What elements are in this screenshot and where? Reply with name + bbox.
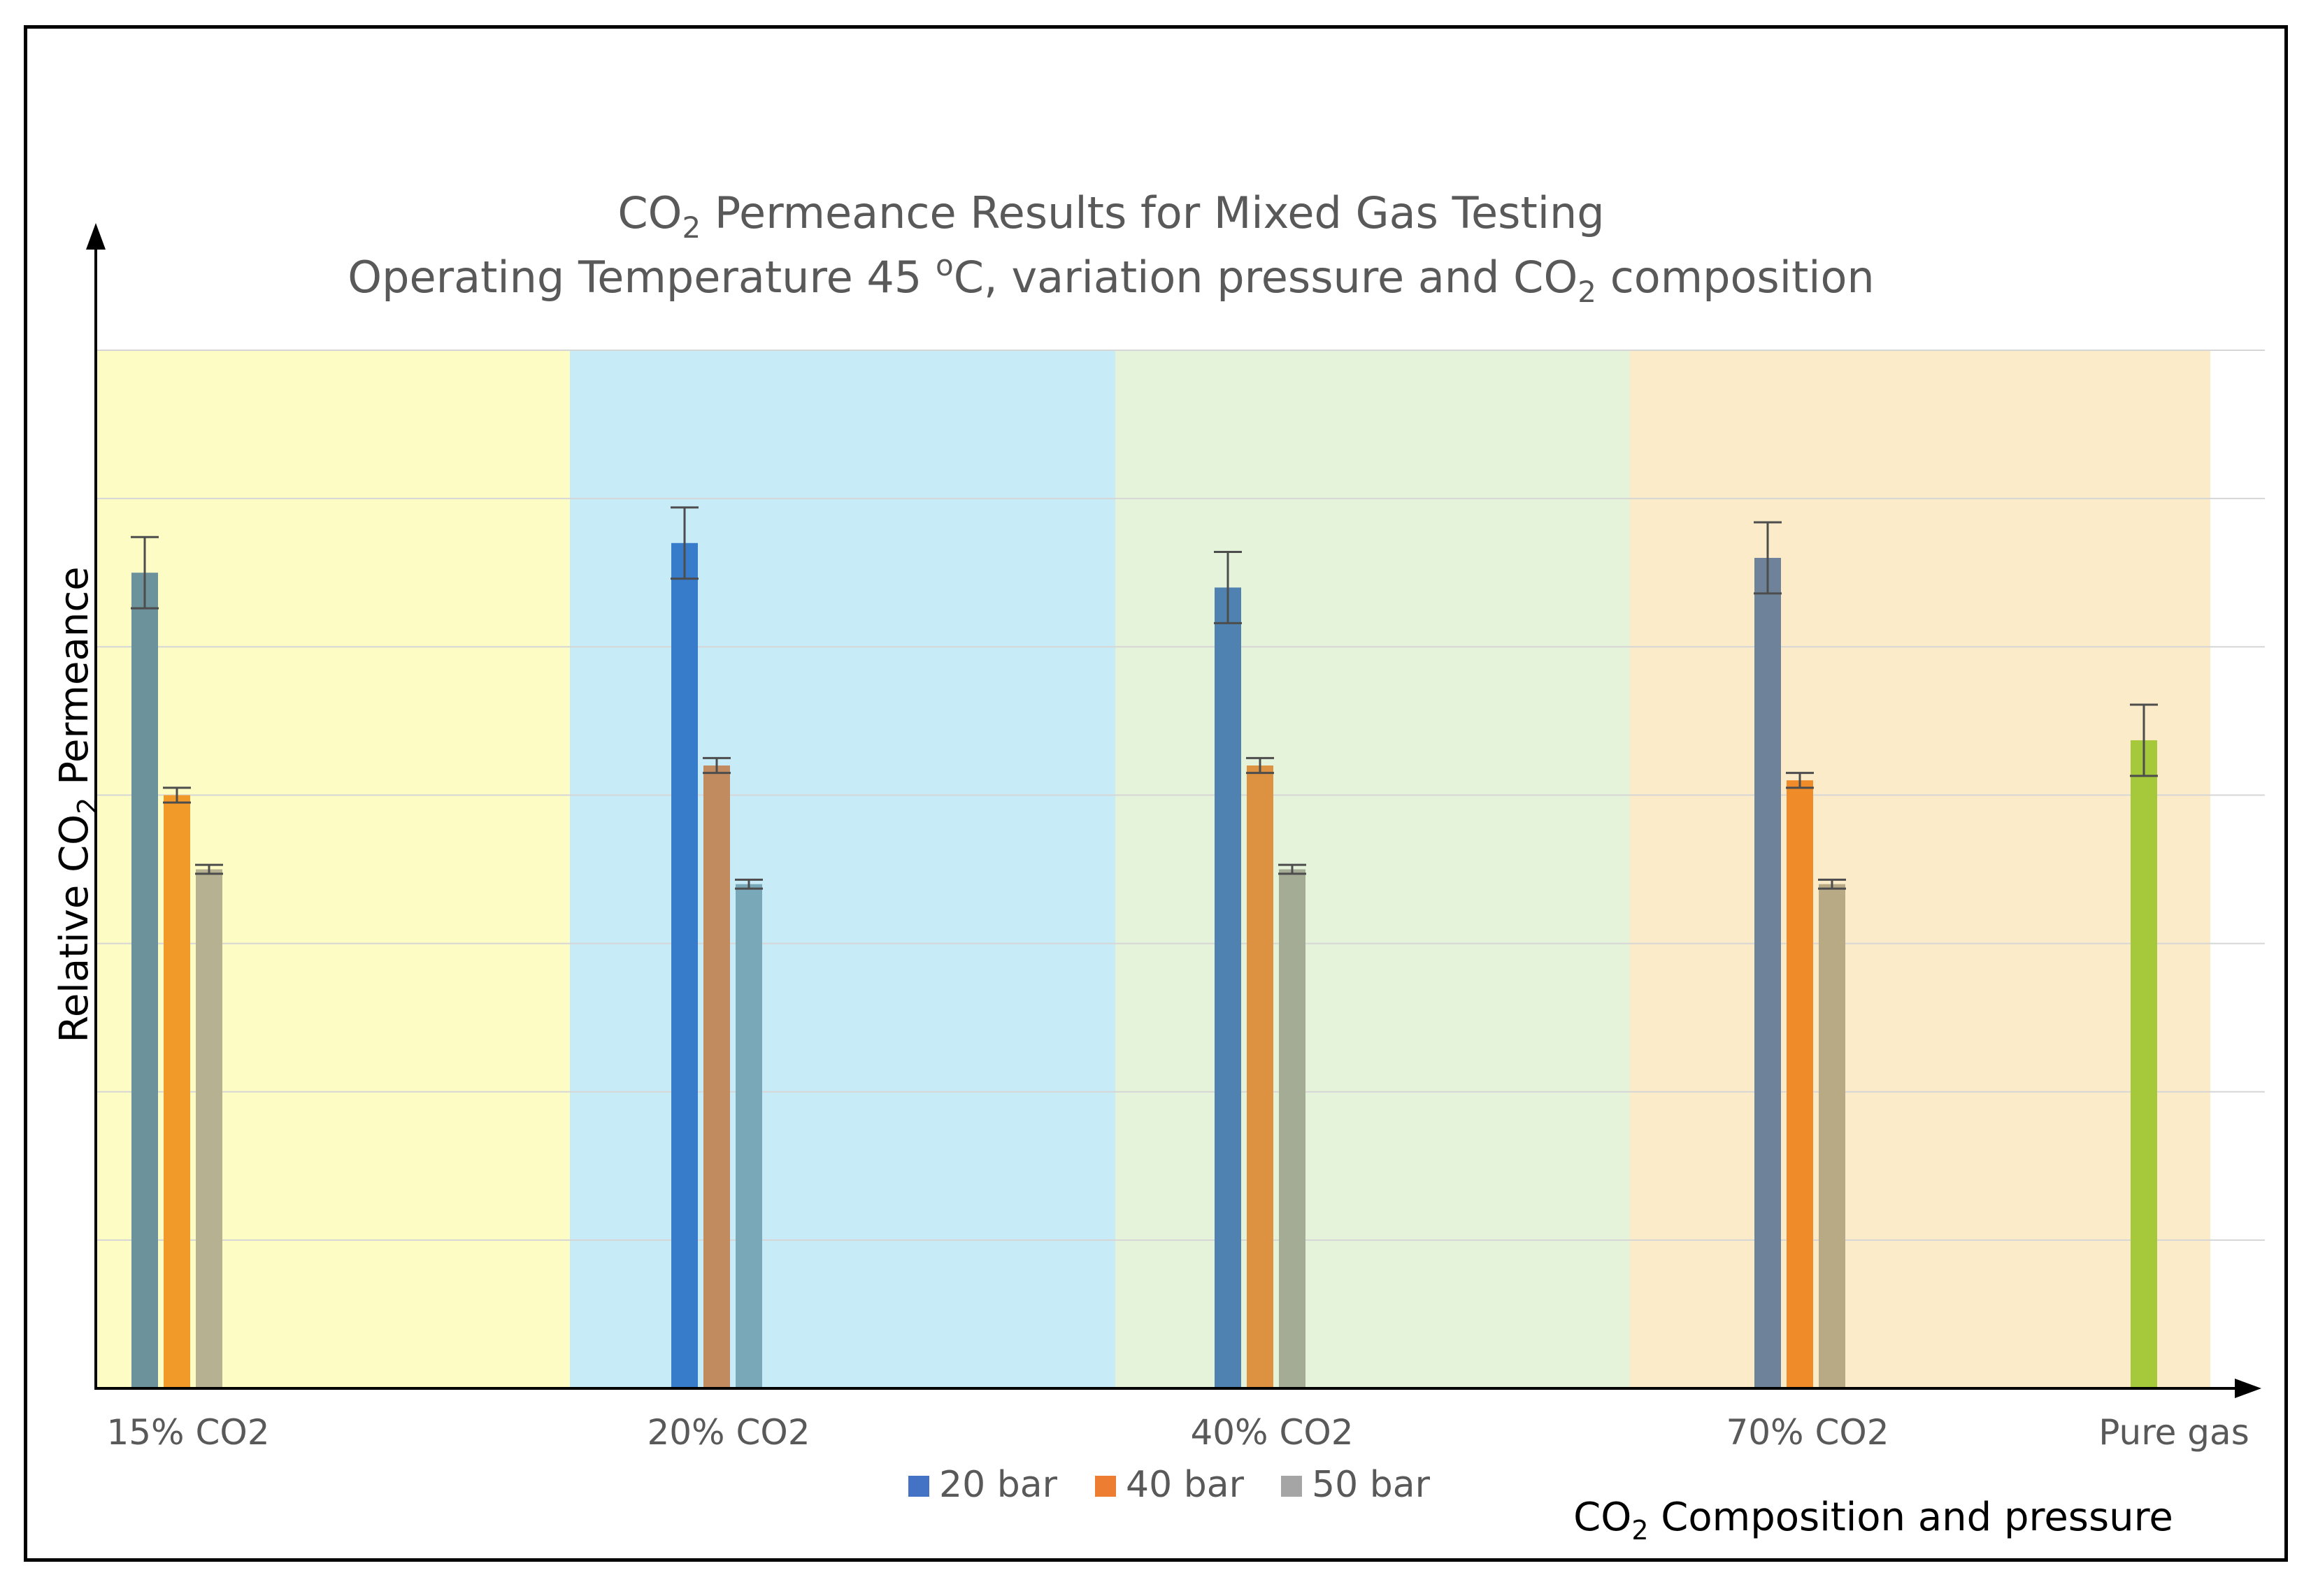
legend-swatch [1281, 1476, 1302, 1497]
band-40-co2 [1115, 350, 1630, 1388]
legend-label: 50 bar [1312, 1464, 1431, 1506]
band-20-co2 [570, 350, 1115, 1388]
legend-label: 40 bar [1126, 1464, 1245, 1506]
chart-frame: CO2 Permeance Results for Mixed Gas Test… [24, 25, 2288, 1562]
error-bar [163, 786, 191, 804]
y-axis-label: Relative CO2 Permeance [52, 566, 103, 1042]
legend-swatch [908, 1476, 929, 1497]
bar-40-co2-1 [1215, 587, 1241, 1388]
bar-40-co2-2 [1247, 765, 1273, 1388]
error-bar [195, 863, 223, 875]
error-bar [671, 506, 699, 580]
error-bar [1278, 863, 1306, 875]
legend-swatch [1095, 1476, 1116, 1497]
bar-15-co2-2 [164, 795, 190, 1388]
x-axis-label: CO2 Composition and pressure [1573, 1495, 2173, 1546]
category-label: 40% CO2 [1190, 1412, 1353, 1453]
category-label: 70% CO2 [1726, 1412, 1889, 1453]
chart-title-line1: CO2 Permeance Results for Mixed Gas Test… [617, 187, 1604, 245]
error-bar [1246, 756, 1274, 775]
error-bar [1786, 772, 1814, 789]
bar-20-co2-2 [703, 765, 730, 1388]
chart-title-line2: Operating Temperature 45 oC, variation p… [348, 248, 1874, 309]
bar-70-co2-2 [1787, 780, 1813, 1388]
bar-70-co2-3 [1819, 884, 1845, 1388]
bar-pure-gas-1 [2131, 740, 2157, 1388]
error-bar [1754, 521, 1782, 595]
bar-40-co2-3 [1279, 869, 1305, 1388]
bar-20-co2-1 [671, 542, 698, 1389]
category-label: 20% CO2 [647, 1412, 810, 1453]
bar-70-co2-1 [1754, 558, 1781, 1388]
category-label: Pure gas [2098, 1412, 2249, 1453]
bar-20-co2-3 [736, 884, 762, 1388]
error-bar [1214, 551, 1242, 624]
y-axis-arrow [86, 223, 106, 250]
chart: CO2 Permeance Results for Mixed Gas Test… [52, 187, 2265, 1546]
error-bar [131, 535, 159, 610]
legend: 20 bar 40 bar 50 bar [908, 1464, 1431, 1506]
error-bar [2130, 703, 2158, 777]
legend-label: 20 bar [939, 1464, 1058, 1506]
error-bar [1818, 878, 1846, 890]
bar-15-co2-1 [131, 573, 158, 1388]
category-label: 15% CO2 [106, 1412, 269, 1453]
bar-15-co2-3 [196, 869, 222, 1388]
error-bar [703, 756, 731, 775]
x-axis-arrow [2235, 1379, 2261, 1398]
band-70-co2 [1630, 350, 2210, 1388]
error-bar [735, 878, 763, 890]
